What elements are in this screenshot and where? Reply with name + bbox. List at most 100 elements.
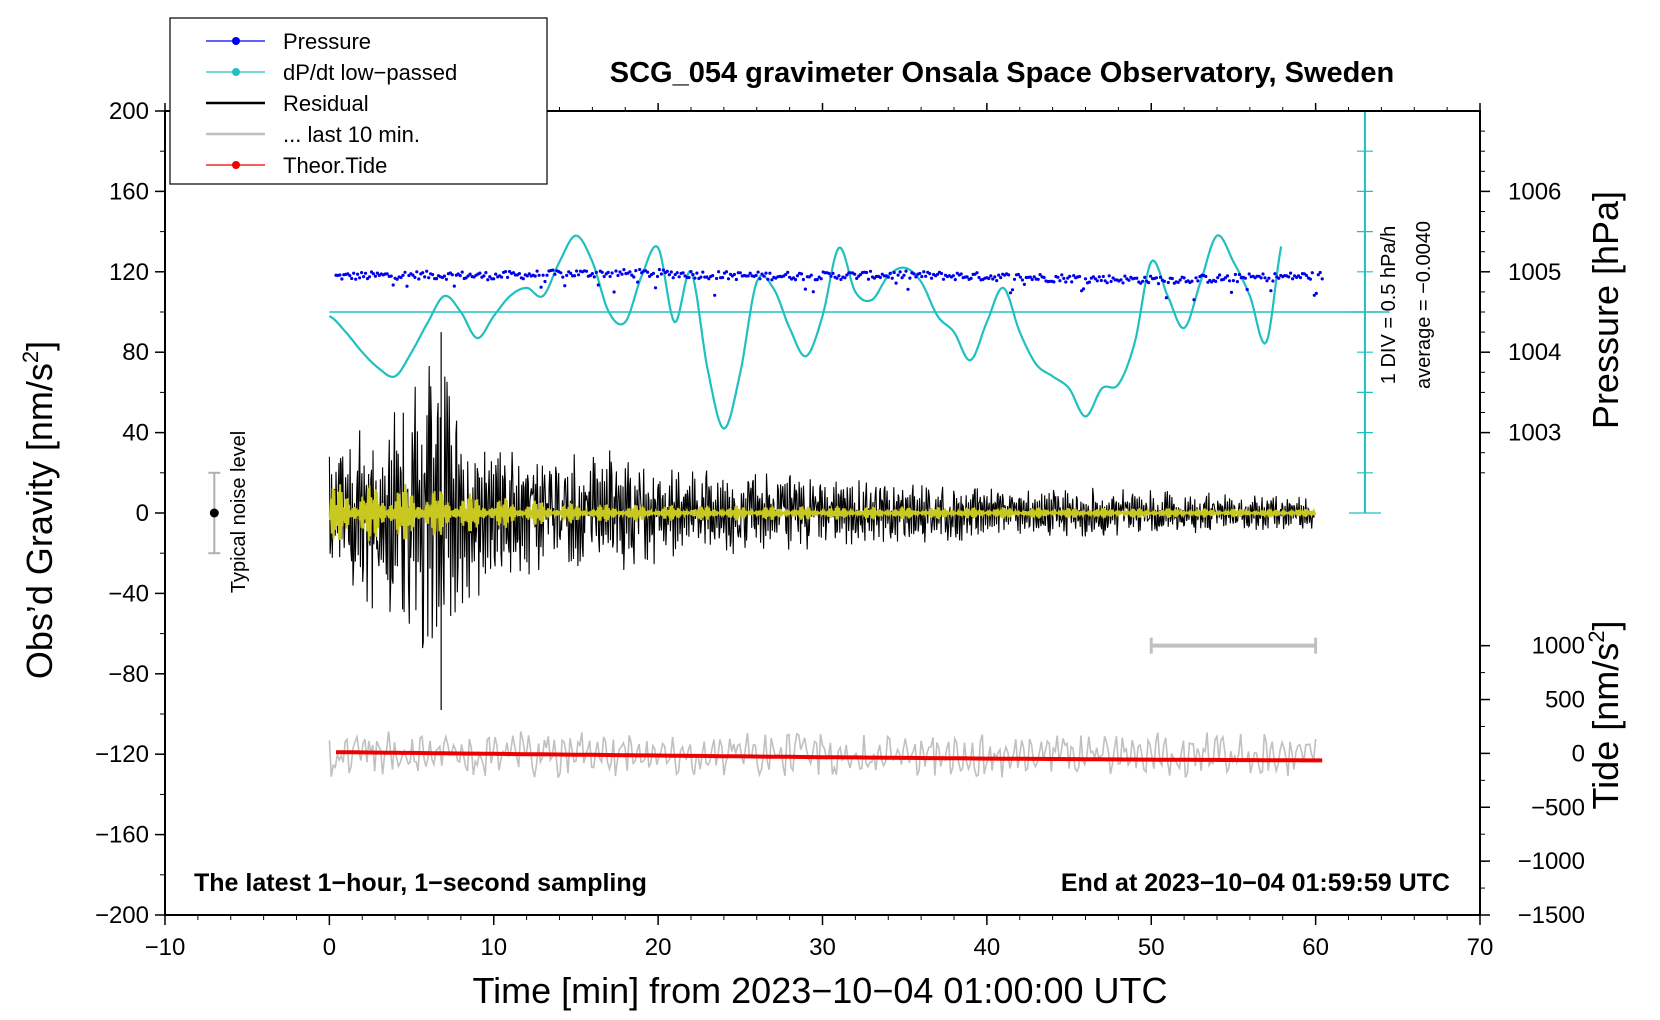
y-axis-title-sup: 2 bbox=[18, 351, 43, 363]
pressure-dot bbox=[602, 274, 606, 279]
y-axis-title-main: Obs’d Gravity [nm/s bbox=[19, 363, 60, 679]
pressure-dot bbox=[444, 277, 448, 281]
pressure-dot bbox=[1269, 289, 1273, 293]
pressure-dot bbox=[865, 270, 869, 275]
pressure-dot bbox=[1123, 274, 1127, 278]
pressure-dot bbox=[1101, 274, 1105, 279]
pressure-dot bbox=[415, 270, 419, 274]
pressure-dot bbox=[667, 273, 671, 277]
x-tick-label: 50 bbox=[1138, 934, 1165, 961]
pressure-dot bbox=[403, 270, 407, 274]
last-10min-line bbox=[328, 731, 1317, 779]
pressure-dot bbox=[1038, 273, 1042, 277]
pressure-dot bbox=[839, 277, 843, 282]
x-tick-label: 70 bbox=[1467, 934, 1494, 961]
pressure-dot bbox=[1216, 276, 1220, 280]
pressure-dot bbox=[1143, 275, 1147, 279]
pressure-dot bbox=[348, 274, 352, 278]
pressure-dot bbox=[1233, 272, 1237, 277]
legend-marker bbox=[232, 68, 240, 76]
pressure-dot bbox=[1190, 279, 1194, 283]
pressure-axis-title: Pressure [hPa] bbox=[1585, 191, 1626, 429]
pressure-dot bbox=[1176, 280, 1180, 284]
pressure-dot bbox=[1081, 287, 1086, 291]
pressure-dot bbox=[855, 276, 859, 280]
pressure-dot bbox=[1178, 278, 1182, 282]
pressure-dot bbox=[1091, 275, 1095, 279]
pressure-tick-label: 1006 bbox=[1508, 178, 1561, 205]
pressure-dot bbox=[965, 275, 969, 279]
pressure-dot bbox=[801, 277, 806, 282]
pressure-dot bbox=[699, 275, 703, 279]
tide-axis-title-sup: 2 bbox=[1584, 631, 1609, 643]
pressure-dot bbox=[423, 275, 427, 279]
pressure-dot bbox=[545, 273, 549, 277]
pressure-dot bbox=[395, 277, 399, 281]
pressure-dot bbox=[975, 271, 979, 275]
pressure-dot bbox=[1170, 276, 1174, 281]
pressure-dot bbox=[1320, 277, 1324, 281]
pressure-dot bbox=[653, 286, 658, 290]
pressure-dot bbox=[732, 272, 737, 277]
pressure-dot bbox=[687, 275, 691, 280]
pressure-dot bbox=[1028, 275, 1032, 279]
pressure-dot bbox=[391, 283, 395, 287]
pressure-dot bbox=[356, 272, 360, 276]
pressure-dot bbox=[363, 271, 368, 275]
pressure-dot bbox=[1231, 279, 1235, 283]
pressure-dot bbox=[367, 275, 372, 279]
pressure-dot bbox=[600, 270, 604, 274]
pressure-dot bbox=[425, 269, 429, 273]
pressure-dot bbox=[900, 276, 904, 280]
pressure-dot bbox=[371, 272, 375, 276]
pressure-dot bbox=[1078, 274, 1082, 279]
pressure-dot bbox=[1218, 273, 1222, 277]
pressure-dot bbox=[1036, 277, 1040, 281]
pressure-dot bbox=[434, 277, 439, 281]
pressure-dot bbox=[734, 277, 739, 282]
pressure-dot bbox=[494, 272, 498, 276]
y-tick-label: 80 bbox=[122, 339, 149, 366]
pressure-dot bbox=[533, 274, 537, 278]
pressure-dot bbox=[1097, 275, 1101, 279]
pressure-dot bbox=[352, 271, 356, 275]
pressure-dot bbox=[606, 270, 610, 274]
pressure-dot bbox=[358, 276, 362, 280]
pressure-dot bbox=[1016, 272, 1021, 277]
pressure-dot bbox=[1318, 270, 1322, 275]
pressure-dot bbox=[399, 275, 403, 280]
x-tick-label: 60 bbox=[1302, 934, 1329, 961]
pressure-dot bbox=[936, 272, 940, 276]
pressure-dot bbox=[1107, 274, 1111, 278]
pressure-dot bbox=[695, 271, 699, 275]
tide-tick-label: −1500 bbox=[1518, 902, 1585, 929]
pressure-dot bbox=[464, 276, 468, 280]
pressure-dot bbox=[1308, 277, 1312, 281]
tide-tick-label: −500 bbox=[1531, 794, 1585, 821]
pressure-dot bbox=[1298, 276, 1303, 280]
pressure-dot bbox=[651, 271, 656, 275]
pressure-dot bbox=[835, 276, 839, 280]
pressure-dot bbox=[793, 278, 798, 282]
pressure-dot bbox=[953, 278, 957, 282]
y-tick-label: −120 bbox=[95, 741, 149, 768]
pressure-dot bbox=[1154, 276, 1159, 280]
pressure-dot bbox=[896, 273, 900, 277]
pressure-dot bbox=[770, 278, 774, 282]
pressure-dot bbox=[717, 270, 721, 274]
pressure-dot bbox=[1111, 276, 1115, 280]
pressure-dot bbox=[1127, 278, 1131, 282]
pressure-dot bbox=[458, 274, 462, 278]
pressure-dot bbox=[525, 274, 529, 278]
pressure-dot bbox=[460, 270, 464, 274]
pressure-dot bbox=[1304, 273, 1308, 277]
pressure-dot bbox=[738, 271, 742, 275]
pressure-dot bbox=[1265, 279, 1269, 283]
pressure-dot bbox=[1109, 279, 1113, 284]
pressure-dot bbox=[1235, 280, 1239, 284]
pressure-dot bbox=[681, 271, 685, 275]
pressure-dot bbox=[478, 271, 482, 275]
pressure-dot bbox=[1095, 279, 1099, 283]
pressure-dot bbox=[1139, 281, 1143, 285]
pressure-dot bbox=[559, 271, 563, 275]
